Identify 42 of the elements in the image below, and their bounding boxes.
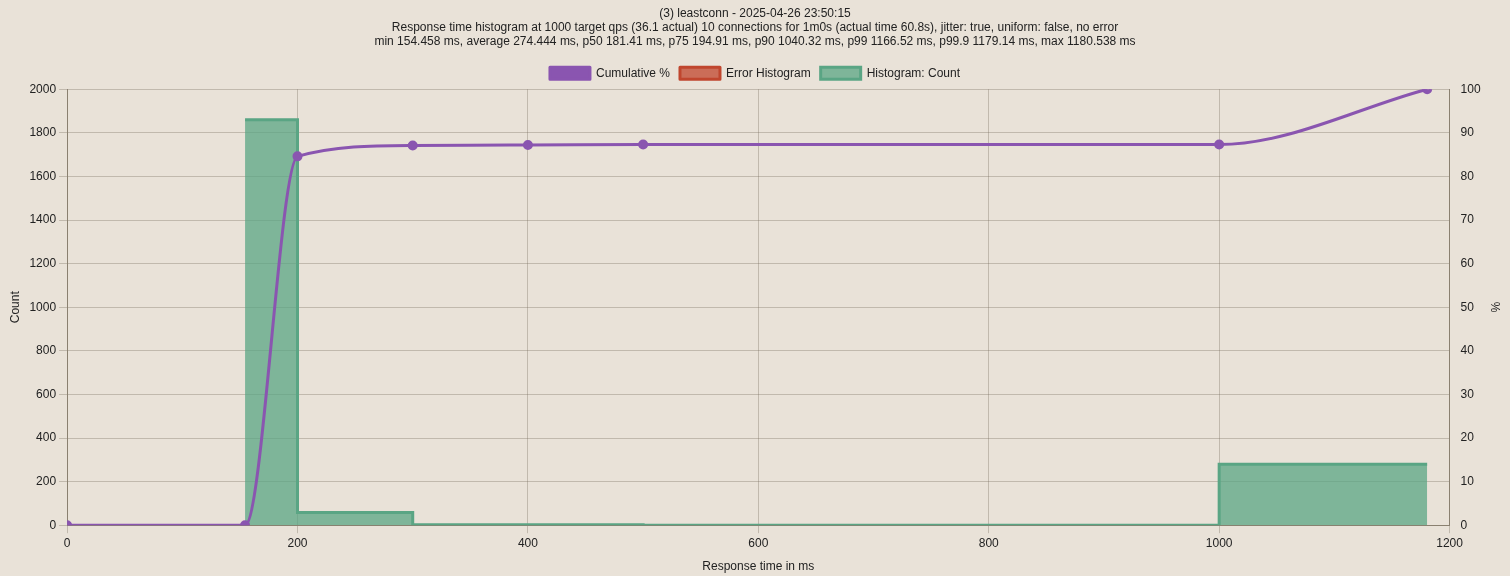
y2-tick-label: 20 (1460, 430, 1475, 445)
y-tick-label: 200 (36, 473, 57, 488)
y-tick-label: 1000 (29, 299, 57, 314)
y2-tick-label: 40 (1460, 343, 1475, 358)
y2-tick-label: 80 (1460, 168, 1475, 183)
point (638, 139, 649, 150)
chart-title: (3) leastconn - 2025-04-26 23:50:15 (659, 5, 852, 20)
y2-tick-label: 50 (1460, 299, 1475, 314)
x-axis-title: Response time in ms (702, 559, 815, 574)
y2-tick-label: 0 (1460, 517, 1468, 532)
y2-tick-label: 30 (1460, 386, 1475, 401)
y-tick-label: 800 (36, 343, 57, 358)
x-tick-label: 1000 (1205, 535, 1233, 550)
y2-tick-label: 60 (1460, 255, 1475, 270)
y-tick-label: 0 (49, 517, 57, 532)
y-tick-label: 2000 (29, 81, 57, 96)
y-tick-label: 1600 (29, 168, 57, 183)
y-tick-label: 1400 (29, 212, 57, 227)
y2-tick-label: 10 (1460, 473, 1475, 488)
y-tick-label: 600 (36, 386, 57, 401)
y-axis-title: Count (7, 290, 22, 324)
chart-subtitle: Response time histogram at 1000 target qps (36.1 actual) 10 connections for 1m0s (actual time 60.8s), jitter: true, uniform: false, no error min 154.458 ms, average 274.444 ms, p50 181.41 ms, p75 194.91 ms, p90 1040.32 ms, p99 1166.52 ms, p99.9 1179.14 ms, max 1180.538 ms (374, 19, 1136, 49)
x-tick-label: 200 (287, 535, 308, 550)
y2-tick-label: 90 (1460, 125, 1475, 140)
point (407, 140, 418, 151)
y2-axis-title: % (1488, 301, 1503, 313)
legend-label: Cumulative % (595, 65, 671, 80)
y2-tick-label: 100 (1460, 81, 1481, 96)
x-tick-label: 600 (748, 535, 769, 550)
point (1214, 139, 1225, 150)
y-tick-label: 1200 (29, 255, 57, 270)
x-tick-label: 400 (517, 535, 539, 550)
point (522, 140, 533, 151)
y-tick-label: 1800 (29, 125, 57, 140)
legend-label: Histogram: Count (866, 65, 961, 80)
point (292, 151, 303, 162)
x-tick-label: 800 (978, 535, 1000, 550)
x-tick-label: 1200 (1436, 535, 1464, 550)
y-tick-label: 400 (36, 430, 57, 445)
y2-tick-label: 70 (1460, 212, 1475, 227)
legend-label: Error Histogram (725, 65, 811, 80)
x-tick-label: 0 (63, 535, 71, 550)
